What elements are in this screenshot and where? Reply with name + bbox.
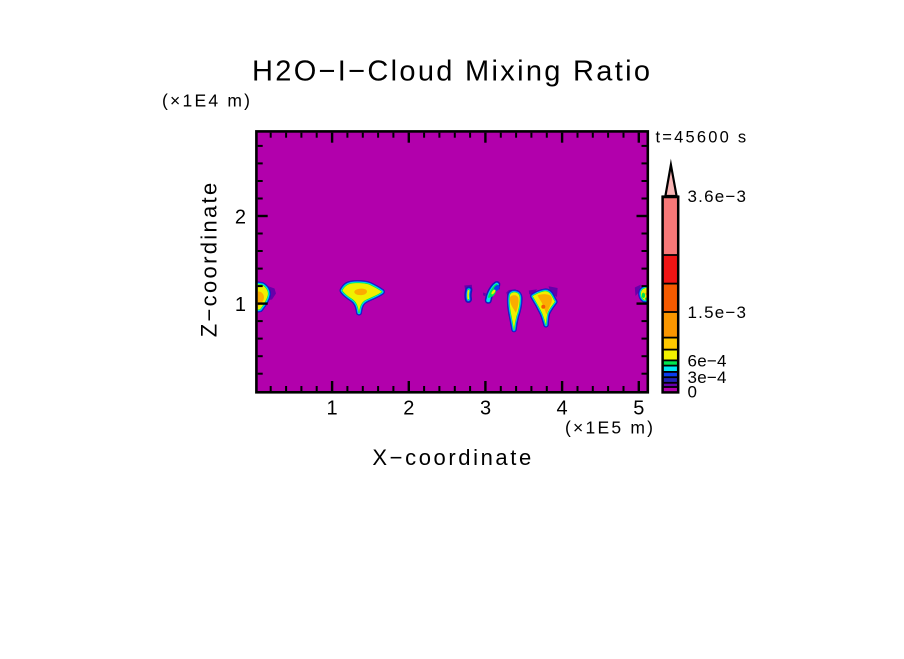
svg-text:0: 0 (688, 383, 697, 402)
svg-text:3.6e−3: 3.6e−3 (688, 187, 747, 206)
svg-text:2: 2 (235, 207, 246, 229)
svg-text:t=45600 s: t=45600 s (656, 129, 747, 147)
svg-text:H2O−I−Cloud Mixing Ratio: H2O−I−Cloud Mixing Ratio (252, 56, 650, 88)
svg-text:1: 1 (235, 294, 246, 316)
svg-text:1.5e−3: 1.5e−3 (688, 303, 747, 322)
svg-text:3e−4: 3e−4 (688, 368, 727, 387)
svg-text:6e−4: 6e−4 (688, 352, 727, 371)
svg-text:2: 2 (403, 398, 414, 420)
svg-text:(×1E4 m): (×1E4 m) (162, 91, 250, 111)
svg-text:5: 5 (633, 398, 644, 420)
svg-text:Z−coordinate: Z−coordinate (197, 183, 222, 338)
svg-text:3: 3 (480, 398, 491, 420)
svg-text:X−coordinate: X−coordinate (372, 445, 531, 470)
svg-text:4: 4 (557, 398, 568, 420)
svg-text:(×1E5 m): (×1E5 m) (565, 418, 653, 438)
svg-text:1: 1 (327, 398, 338, 420)
